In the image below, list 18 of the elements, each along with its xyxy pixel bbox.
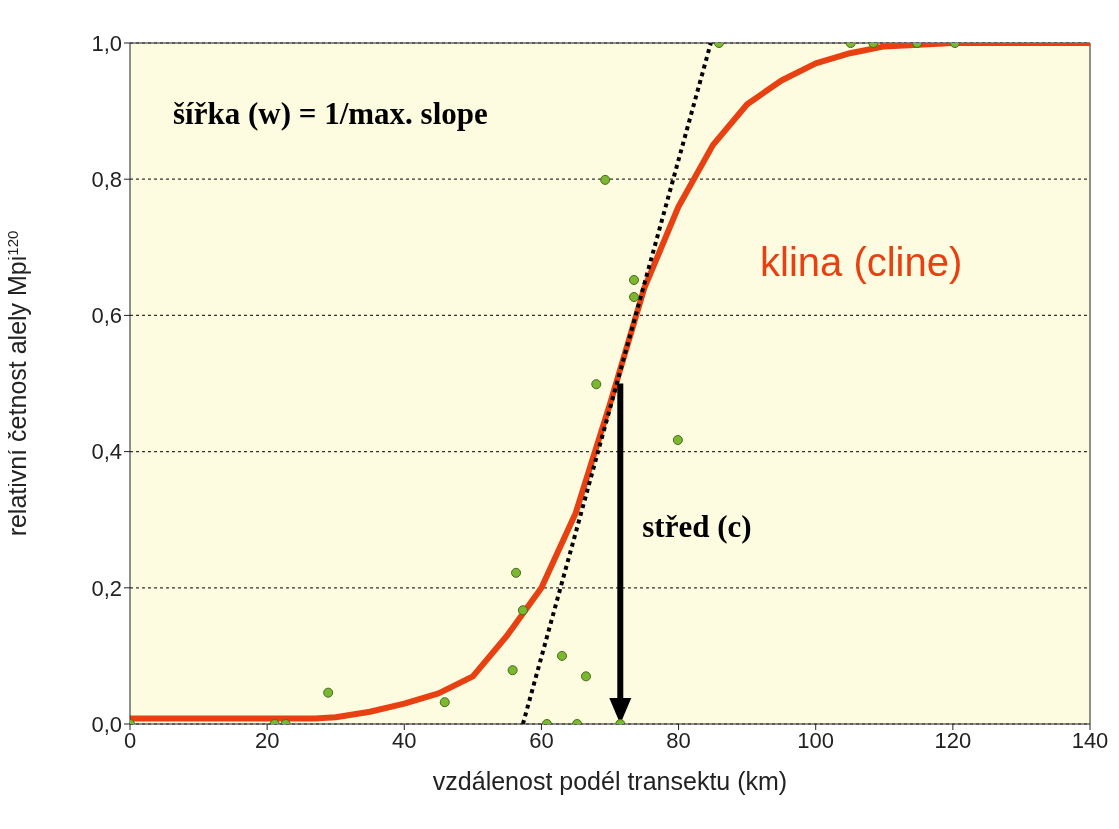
y-tick-label: 0,2	[91, 575, 122, 601]
y-tick-label: 0,0	[91, 711, 122, 737]
x-tick-label: 100	[797, 727, 835, 753]
annotation: šířka (w) = 1/max. slope	[173, 96, 488, 132]
y-tick-label: 1,0	[91, 30, 122, 56]
text: klina (cline)	[760, 240, 963, 285]
x-tick-label: 40	[392, 727, 417, 753]
x-tick-label: 80	[666, 727, 691, 753]
x-tick-label: 0	[123, 727, 137, 753]
x-axis-title: vzdálenost podél transektu (km)	[432, 767, 788, 795]
x-tick-label: 60	[529, 727, 554, 753]
x-tick-label: 20	[254, 727, 280, 753]
y-tick-label: 0,6	[91, 303, 122, 329]
x-tick-label: 140	[1071, 727, 1109, 753]
ref-line-label: střed (c)	[642, 508, 752, 544]
y-tick-label: 0,4	[91, 439, 122, 465]
y-tick-label: 0,8	[91, 167, 122, 193]
x-tick-label: 120	[934, 727, 972, 753]
